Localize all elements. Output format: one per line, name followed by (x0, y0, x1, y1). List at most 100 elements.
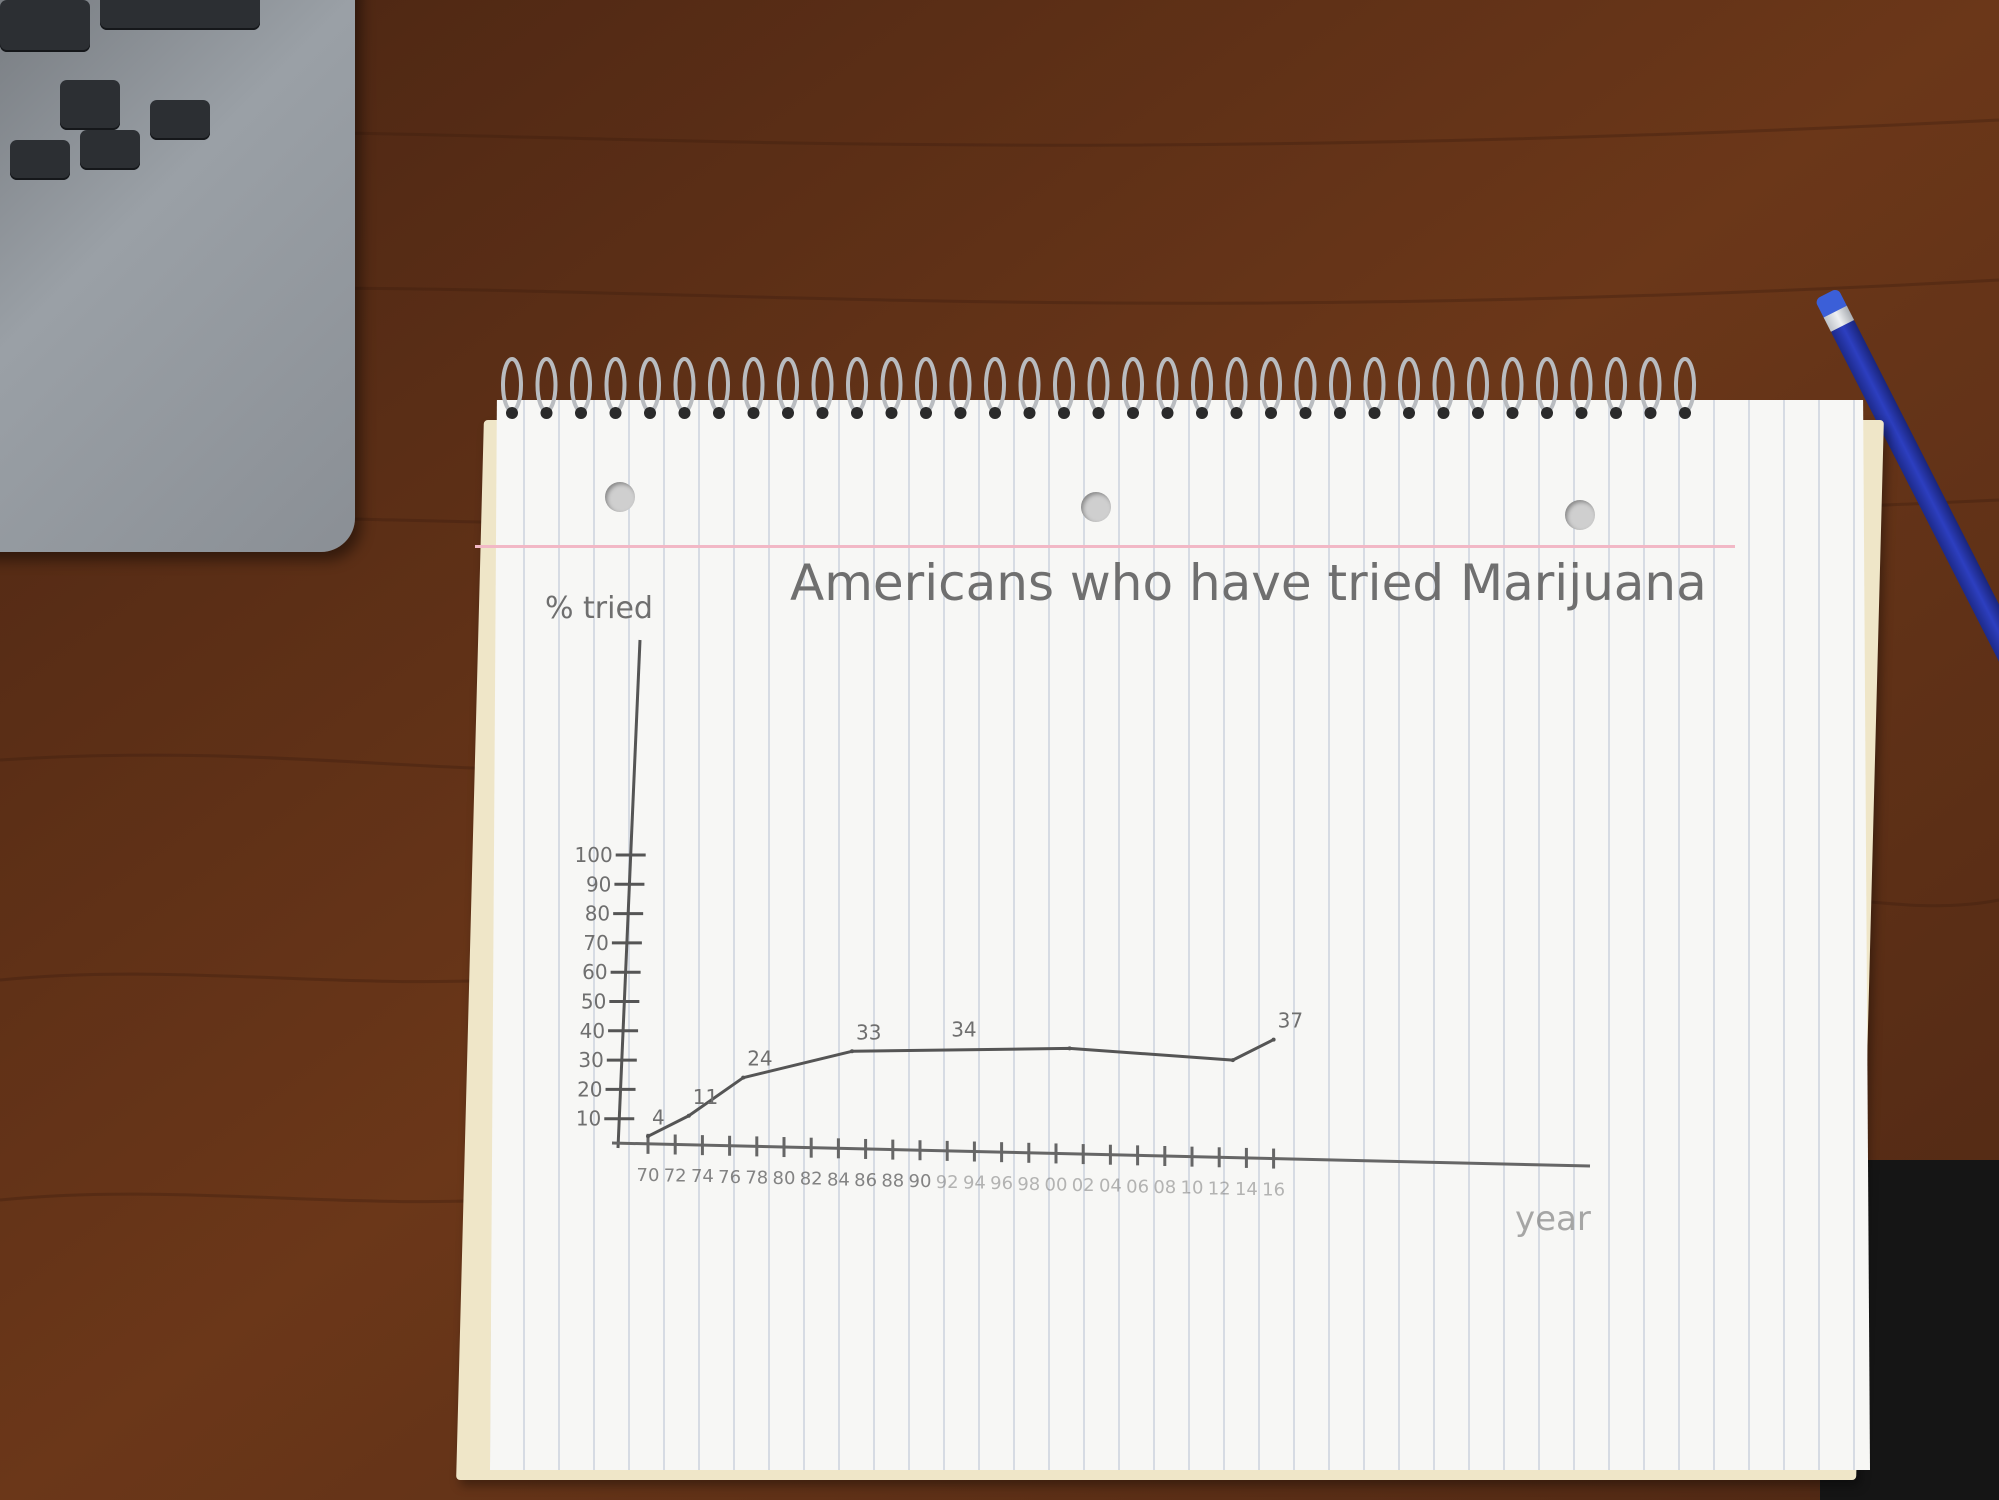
x-tick-label: 74 (691, 1166, 714, 1187)
y-axis-label: % tried (545, 591, 653, 626)
page-margin-line (475, 545, 1735, 548)
x-tick-label: 82 (800, 1169, 823, 1190)
x-tick-label: 02 (1072, 1175, 1095, 1196)
y-tick-label: 60 (582, 960, 607, 984)
binding-hole (1127, 407, 1139, 419)
laptop-corner (0, 0, 355, 552)
binding-hole (954, 407, 967, 419)
binding-hole (644, 407, 656, 419)
binding-hole (1644, 407, 1657, 419)
data-label: 4 (652, 1105, 665, 1129)
x-tick-label: 92 (936, 1172, 959, 1193)
binding-hole (1299, 407, 1312, 419)
series-line (647, 1038, 1275, 1138)
y-tick-label: 50 (581, 990, 606, 1014)
y-tick-label: 70 (583, 931, 608, 955)
binding-hole (609, 407, 622, 419)
binding-hole (885, 407, 898, 419)
punch-hole (1565, 500, 1595, 530)
y-tick-label: 10 (576, 1107, 601, 1131)
binding-hole (989, 407, 1001, 419)
data-point (741, 1075, 746, 1080)
binding-hole (1058, 407, 1070, 419)
binding-hole (540, 407, 553, 419)
x-axis-label: year (1515, 1199, 1591, 1239)
x-tick-label: 10 (1181, 1178, 1204, 1199)
binding-hole (678, 407, 691, 419)
x-tick-label: 98 (1017, 1174, 1040, 1195)
binding-hole (851, 407, 863, 419)
y-tick-label: 100 (575, 843, 613, 867)
x-tick-label: 86 (854, 1170, 877, 1191)
data-point (1271, 1037, 1276, 1042)
binding-hole (1506, 407, 1519, 419)
binding-hole (1610, 407, 1622, 419)
x-tick-label: 00 (1045, 1174, 1068, 1195)
binding-hole (1334, 407, 1346, 419)
x-tick-label: 90 (909, 1171, 932, 1192)
x-tick-label: 88 (881, 1171, 904, 1192)
binding-hole (1575, 407, 1588, 419)
x-tick-label: 08 (1153, 1177, 1176, 1198)
x-tick-label: 78 (745, 1167, 768, 1188)
binding-hole (920, 407, 932, 419)
binding-hole (1230, 407, 1243, 419)
binding-hole (1403, 407, 1415, 419)
data-point (1230, 1058, 1235, 1063)
x-tick-label: 06 (1126, 1176, 1149, 1197)
binding-hole (506, 407, 518, 419)
y-tick-label: 90 (586, 872, 611, 896)
x-tick-label: 76 (718, 1167, 741, 1188)
spiral-binding (501, 357, 1696, 419)
binding-hole (782, 407, 794, 419)
x-tick-label: 96 (990, 1173, 1013, 1194)
y-tick-label: 40 (580, 1019, 605, 1043)
notebook-page (490, 400, 1870, 1470)
binding-hole (713, 407, 725, 419)
x-tick-label: 94 (963, 1173, 986, 1194)
x-tick-label: 72 (664, 1165, 687, 1186)
x-tick-label: 04 (1099, 1176, 1122, 1197)
binding-hole (575, 407, 587, 419)
data-series: 4 11 24 33 34 37 (646, 1009, 1303, 1139)
binding-hole (1541, 407, 1553, 419)
y-tick-label: 30 (578, 1048, 603, 1072)
data-label: 34 (951, 1017, 976, 1041)
data-label: 33 (856, 1020, 881, 1044)
data-point (1067, 1046, 1072, 1051)
binding-hole (1265, 407, 1277, 419)
y-axis (616, 639, 642, 1149)
data-label: 24 (747, 1047, 772, 1071)
data-point (686, 1113, 691, 1118)
x-ticks: 70 72 74 76 78 80 82 84 86 88 90 92 94 96 98 00 02 04 06 08… (637, 1133, 1285, 1201)
x-tick-label: 14 (1235, 1179, 1258, 1200)
data-label: 37 (1278, 1009, 1303, 1033)
binding-hole (1196, 407, 1208, 419)
data-label: 11 (693, 1085, 718, 1109)
chart-title: Americans who have tried Marijuana (790, 554, 1707, 612)
binding-hole (1368, 407, 1381, 419)
punch-hole (605, 482, 635, 512)
x-tick-label: 12 (1208, 1178, 1231, 1199)
x-tick-label: 84 (827, 1169, 850, 1190)
data-point (646, 1134, 650, 1139)
binding-hole (816, 407, 829, 419)
punch-hole (1081, 492, 1111, 522)
x-tick-label: 16 (1262, 1180, 1285, 1201)
x-axis (611, 1141, 1591, 1168)
binding-hole (1023, 407, 1036, 419)
binding-hole (1437, 407, 1450, 419)
x-tick-label: 70 (637, 1165, 660, 1186)
binding-hole (1092, 407, 1105, 419)
data-point (850, 1049, 854, 1054)
y-tick-label: 80 (585, 902, 610, 926)
binding-hole (1472, 407, 1484, 419)
y-tick-label: 20 (577, 1077, 602, 1101)
y-ticks: 10 20 30 40 50 60 70 80 90 100 (575, 843, 646, 1131)
x-tick-label: 80 (773, 1168, 796, 1189)
binding-hole (747, 407, 760, 419)
binding-hole (1679, 407, 1691, 419)
binding-hole (1161, 407, 1174, 419)
